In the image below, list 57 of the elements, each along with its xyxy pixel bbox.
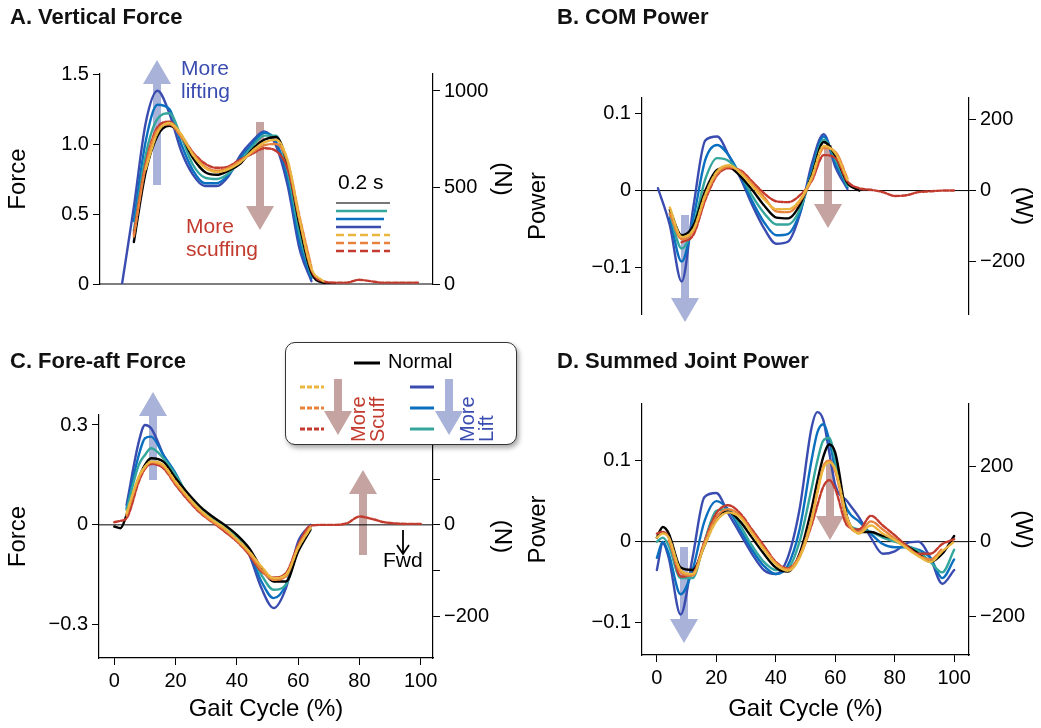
y-tick-label: 0 (619, 529, 631, 552)
y2-tick-label: 500 (444, 175, 478, 198)
y-tick-label: 0.1 (603, 100, 631, 123)
x-tick-label: 20 (705, 665, 728, 688)
x-tick-label: 60 (824, 665, 847, 688)
annotation: 0.2 s (338, 170, 385, 193)
x-tick-label: 100 (937, 665, 971, 688)
y-axis-title: Force (3, 505, 31, 568)
x-tick-label: 80 (883, 665, 906, 688)
x-tick-label: 60 (287, 668, 310, 691)
y-axis-title: Force (3, 148, 31, 210)
y2-tick-label: 1000 (444, 78, 489, 101)
y2-tick-label: 0 (444, 271, 456, 294)
chart-title: D. Summed Joint Power (557, 348, 809, 374)
x-tick-label: 20 (164, 668, 187, 691)
y2-axis-title: (W) (1010, 186, 1038, 226)
x-axis-title: Gait Cycle (%) (728, 694, 883, 722)
annotation: More scuffing (186, 214, 259, 260)
y-tick-label: −0.1 (591, 255, 631, 278)
y-tick-label: 0 (77, 271, 89, 294)
y-tick-label: 0 (76, 512, 88, 535)
y2-tick-label: −200 (980, 249, 1026, 272)
y2-tick-label: 0 (444, 512, 456, 535)
y2-axis-title: (W) (1010, 510, 1038, 549)
text: More Lift (456, 396, 497, 442)
y2-axis-title: (N) (489, 519, 517, 554)
annotation: More lifting (181, 56, 232, 102)
x-tick-label: 0 (108, 668, 120, 691)
y-axis-title: Power (523, 495, 551, 564)
y-tick-label: 0.1 (603, 448, 631, 471)
y2-tick-label: −200 (980, 604, 1026, 627)
y2-tick-label: 0 (980, 529, 992, 552)
y2-tick-label: 200 (980, 454, 1014, 477)
y-tick-label: 0 (619, 178, 631, 201)
x-axis-title: Gait Cycle (%) (188, 694, 344, 722)
y2-tick-label: 200 (980, 106, 1014, 129)
y-tick-label: 0.3 (60, 412, 88, 435)
y2-axis-title: (N) (489, 162, 517, 196)
y-tick-label: −0.3 (48, 612, 88, 635)
chart-title: A. Vertical Force (10, 4, 183, 30)
x-tick-label: 80 (348, 668, 371, 691)
chart-title: B. COM Power (557, 4, 709, 30)
x-tick-label: 0 (651, 665, 663, 688)
y2-tick-label: 0 (980, 177, 992, 200)
y-tick-label: 0.5 (61, 201, 89, 224)
chart-title: C. Fore-aft Force (10, 348, 187, 374)
y-tick-label: 1.0 (61, 131, 89, 154)
y2-tick-label: −200 (444, 603, 490, 626)
y-axis-title: Power (523, 171, 551, 241)
legend-label: Normal (388, 350, 453, 373)
y-tick-label: 1.5 (61, 61, 89, 84)
x-tick-label: 100 (404, 668, 438, 691)
x-tick-label: 40 (764, 665, 787, 688)
x-tick-label: 40 (225, 668, 249, 691)
y-tick-label: −0.1 (591, 610, 631, 633)
annotation: Fwd (383, 548, 424, 571)
annotation: More Scuff (347, 395, 389, 442)
